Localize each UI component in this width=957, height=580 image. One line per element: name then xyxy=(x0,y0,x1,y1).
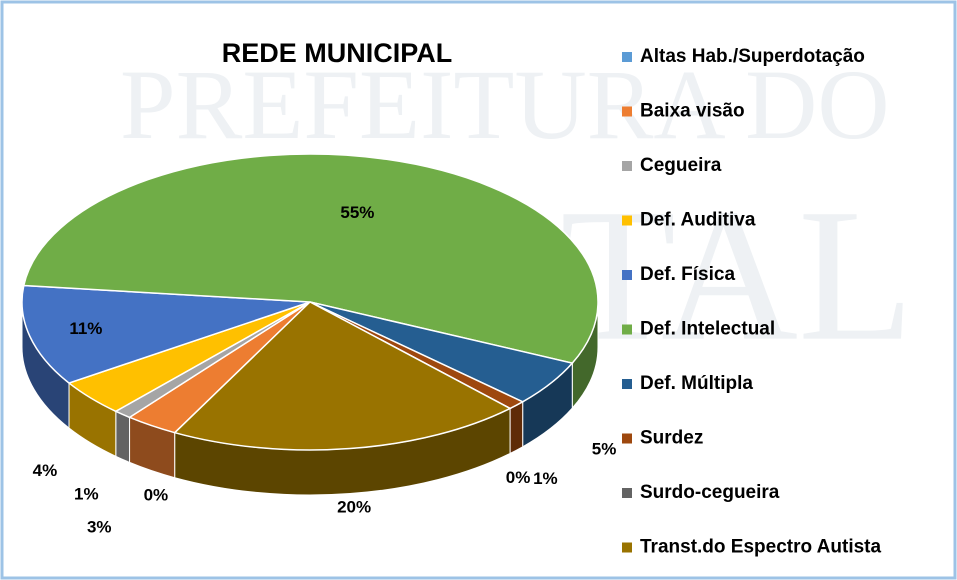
slice-side xyxy=(115,410,131,464)
legend-label: Def. Física xyxy=(640,264,735,285)
data-label: 11% xyxy=(69,319,102,338)
legend-swatch xyxy=(622,215,632,226)
data-label: 3% xyxy=(87,517,112,536)
legend-label: Def. Intelectual xyxy=(640,319,775,340)
data-label: 5% xyxy=(592,439,617,458)
legend-label: Surdez xyxy=(640,428,703,449)
slice xyxy=(22,153,599,364)
slice-side xyxy=(509,400,524,455)
chart-title: REDE MUNICIPAL xyxy=(222,38,453,68)
legend-label: Transt.do Espectro Autista xyxy=(640,537,881,558)
legend-swatch xyxy=(622,542,632,553)
legend-label: Altas Hab./Superdotação xyxy=(640,46,865,67)
legend-swatch xyxy=(622,52,632,62)
legend-label: Baixa visão xyxy=(640,101,745,122)
data-label: 0% xyxy=(506,468,531,487)
watermark: PREFEITURA DO xyxy=(120,49,890,160)
legend-swatch xyxy=(622,270,632,280)
legend-swatch xyxy=(622,324,632,335)
data-label: 0% xyxy=(144,485,169,504)
slice xyxy=(21,284,311,384)
legend-swatch xyxy=(622,488,632,498)
data-label: 4% xyxy=(33,461,58,480)
slice xyxy=(173,301,512,451)
data-label: 1% xyxy=(533,469,558,488)
legend-swatch xyxy=(622,433,632,444)
watermark: TAL xyxy=(560,171,914,381)
legend-label: Def. Auditiva xyxy=(640,210,756,231)
legend-label: Def. Múltipla xyxy=(640,373,753,394)
legend-swatch xyxy=(622,161,632,171)
data-label: 1% xyxy=(74,485,99,504)
legend-swatch xyxy=(622,106,632,117)
data-label: 55% xyxy=(340,203,374,222)
legend-swatch xyxy=(622,379,632,389)
legend-label: Cegueira xyxy=(640,155,722,176)
data-label: 20% xyxy=(337,498,371,517)
legend-label: Surdo-cegueira xyxy=(640,482,780,503)
